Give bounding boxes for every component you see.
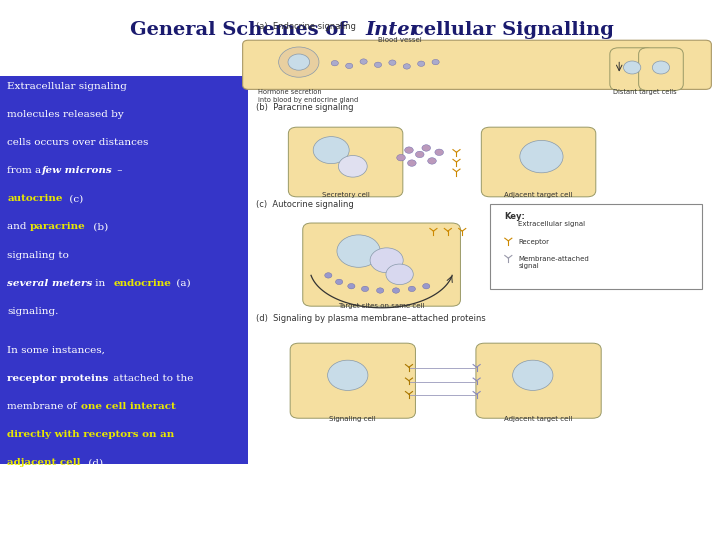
Text: from a: from a — [7, 166, 45, 176]
Text: (a)  Endocrine signaling: (a) Endocrine signaling — [256, 22, 356, 31]
Text: (a): (a) — [173, 279, 190, 288]
Text: (c): (c) — [66, 194, 84, 204]
Text: –: – — [114, 166, 122, 176]
Text: one cell interact: one cell interact — [81, 402, 176, 411]
Text: cellular Signalling: cellular Signalling — [412, 21, 613, 38]
FancyBboxPatch shape — [288, 127, 403, 197]
Circle shape — [428, 158, 436, 164]
Text: directly with receptors on an: directly with receptors on an — [7, 430, 174, 439]
Circle shape — [503, 223, 513, 231]
Ellipse shape — [513, 360, 553, 390]
Text: In some instances,: In some instances, — [7, 346, 105, 355]
Ellipse shape — [288, 54, 310, 70]
Text: molecules released by: molecules released by — [7, 110, 124, 119]
Text: Key:: Key: — [504, 212, 525, 221]
Text: Extracellular signaling: Extracellular signaling — [7, 82, 127, 91]
Text: several meters: several meters — [7, 279, 93, 288]
Text: signaling to: signaling to — [7, 251, 69, 260]
Text: Receptor: Receptor — [518, 239, 549, 245]
Text: paracrine: paracrine — [30, 222, 86, 232]
Circle shape — [405, 147, 413, 153]
FancyBboxPatch shape — [302, 223, 461, 306]
Circle shape — [408, 160, 416, 166]
Text: General Schemes of: General Schemes of — [130, 21, 353, 38]
Ellipse shape — [279, 47, 319, 77]
Circle shape — [374, 62, 382, 68]
Circle shape — [408, 286, 415, 292]
Text: Target sites on same cell: Target sites on same cell — [338, 303, 425, 309]
Text: Distant target cells: Distant target cells — [613, 89, 676, 94]
Text: adjacent cell: adjacent cell — [7, 458, 81, 467]
Text: (d).: (d). — [85, 458, 107, 467]
Ellipse shape — [386, 264, 413, 285]
FancyBboxPatch shape — [639, 48, 683, 90]
Ellipse shape — [337, 235, 380, 267]
Circle shape — [348, 284, 355, 289]
Circle shape — [432, 59, 439, 65]
Circle shape — [346, 63, 353, 69]
Circle shape — [331, 60, 338, 66]
Text: autocrine: autocrine — [7, 194, 63, 204]
Circle shape — [392, 288, 400, 293]
Circle shape — [361, 286, 369, 292]
Text: and: and — [7, 222, 30, 232]
Text: endocrine: endocrine — [114, 279, 171, 288]
Circle shape — [336, 279, 343, 285]
Text: (d)  Signaling by plasma membrane–attached proteins: (d) Signaling by plasma membrane–attache… — [256, 314, 485, 323]
FancyBboxPatch shape — [0, 76, 248, 464]
FancyBboxPatch shape — [610, 48, 654, 90]
Text: membrane of: membrane of — [7, 402, 80, 411]
Ellipse shape — [313, 137, 349, 164]
Text: cells occurs over distances: cells occurs over distances — [7, 138, 148, 147]
Text: receptor proteins: receptor proteins — [7, 374, 109, 383]
Circle shape — [397, 154, 405, 161]
Ellipse shape — [652, 61, 670, 74]
Text: Signaling cell: Signaling cell — [330, 416, 376, 422]
Circle shape — [389, 60, 396, 65]
Text: few microns: few microns — [42, 166, 112, 176]
Ellipse shape — [520, 140, 563, 173]
Circle shape — [360, 59, 367, 64]
FancyBboxPatch shape — [476, 343, 601, 418]
FancyBboxPatch shape — [290, 343, 415, 418]
Text: (b): (b) — [90, 222, 108, 232]
Text: Adjacent target cell: Adjacent target cell — [505, 192, 572, 198]
Circle shape — [415, 151, 424, 158]
Text: (b)  Paracrine signaling: (b) Paracrine signaling — [256, 103, 353, 112]
Circle shape — [418, 61, 425, 66]
Circle shape — [423, 284, 430, 289]
Circle shape — [403, 64, 410, 69]
Text: signaling.: signaling. — [7, 307, 58, 316]
Ellipse shape — [328, 360, 368, 390]
Text: Extracellular signal: Extracellular signal — [518, 221, 585, 227]
Ellipse shape — [370, 248, 403, 273]
Circle shape — [325, 273, 332, 278]
Text: Membrane-attached
signal: Membrane-attached signal — [518, 256, 589, 269]
Text: attached to the: attached to the — [110, 374, 194, 383]
FancyBboxPatch shape — [481, 127, 596, 197]
FancyBboxPatch shape — [243, 40, 711, 89]
FancyBboxPatch shape — [490, 204, 702, 289]
Text: Inter: Inter — [366, 21, 420, 38]
Text: Blood vessel: Blood vessel — [378, 37, 421, 43]
Ellipse shape — [624, 61, 641, 74]
Text: Hormone secretion
into blood by endocrine gland: Hormone secretion into blood by endocrin… — [258, 89, 358, 103]
Circle shape — [377, 288, 384, 293]
Circle shape — [435, 149, 444, 156]
Text: (c)  Autocrine signaling: (c) Autocrine signaling — [256, 200, 354, 209]
Text: Adjacent target cell: Adjacent target cell — [505, 416, 572, 422]
Text: in: in — [92, 279, 109, 288]
Text: Secretory cell: Secretory cell — [322, 192, 369, 198]
Ellipse shape — [338, 156, 367, 177]
Circle shape — [422, 145, 431, 151]
